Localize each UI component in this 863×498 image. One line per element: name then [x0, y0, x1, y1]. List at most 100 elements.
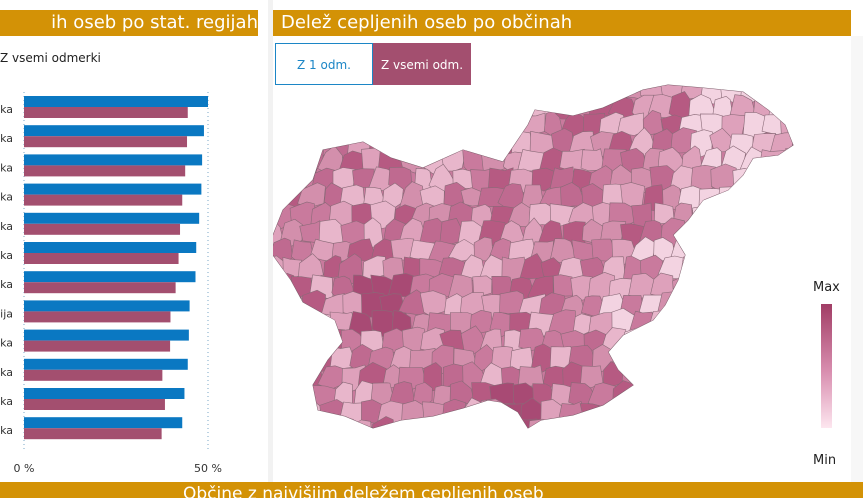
municipality-region[interactable] — [668, 348, 694, 373]
municipality-region[interactable] — [409, 416, 433, 442]
municipality-region[interactable] — [770, 382, 799, 408]
municipality-region[interactable] — [689, 350, 717, 371]
municipality-region[interactable] — [438, 437, 467, 451]
municipality-region[interactable] — [791, 238, 803, 265]
municipality-region[interactable] — [418, 113, 444, 138]
municipality-region[interactable] — [730, 274, 759, 299]
municipality-region[interactable] — [671, 417, 697, 441]
municipality-region[interactable] — [642, 440, 668, 450]
municipality-region[interactable] — [287, 418, 319, 444]
municipality-region[interactable] — [707, 346, 736, 372]
municipality-region[interactable] — [273, 185, 285, 209]
municipality-region[interactable] — [752, 165, 776, 193]
municipality-region[interactable] — [429, 130, 456, 155]
municipality-region[interactable] — [419, 290, 448, 317]
municipality-region[interactable] — [480, 436, 506, 450]
municipality-region[interactable] — [277, 112, 309, 141]
municipality-region[interactable] — [781, 80, 803, 99]
municipality-region[interactable] — [622, 402, 647, 426]
municipality-region[interactable] — [733, 237, 757, 263]
municipality-region[interactable] — [273, 149, 287, 175]
first-dose-toggle-button[interactable]: Z 1 odm. — [275, 43, 373, 85]
municipality-region[interactable] — [287, 307, 317, 336]
municipality-region[interactable] — [768, 237, 796, 267]
municipality-region[interactable] — [639, 327, 667, 355]
municipality-region[interactable] — [751, 308, 773, 334]
bar-first-dose[interactable] — [24, 125, 204, 137]
municipality-region[interactable] — [777, 363, 803, 391]
municipality-region[interactable] — [720, 257, 746, 281]
municipality-region[interactable] — [661, 402, 687, 427]
municipality-region[interactable] — [578, 435, 604, 450]
bar-first-dose[interactable] — [24, 417, 183, 429]
municipality-region[interactable] — [283, 401, 309, 427]
municipality-region[interactable] — [361, 439, 385, 450]
bar-all-doses[interactable] — [24, 399, 165, 410]
municipality-region[interactable] — [799, 258, 803, 280]
municipality-region[interactable] — [469, 419, 495, 444]
municipality-region[interactable] — [319, 434, 344, 450]
municipality-region[interactable] — [778, 400, 803, 428]
municipality-region[interactable] — [321, 115, 346, 138]
municipality-region[interactable] — [273, 308, 298, 336]
bar-first-dose[interactable] — [24, 96, 208, 107]
municipality-region[interactable] — [768, 415, 793, 445]
bar-all-doses[interactable] — [24, 223, 181, 235]
municipality-region[interactable] — [527, 418, 556, 441]
municipality-region[interactable] — [273, 80, 283, 102]
municipality-region[interactable] — [363, 80, 383, 104]
municipality-region[interactable] — [710, 238, 737, 264]
municipality-region[interactable] — [727, 384, 757, 407]
municipality-region[interactable] — [552, 417, 576, 442]
municipality-region[interactable] — [680, 436, 708, 450]
municipality-region[interactable] — [589, 415, 617, 444]
municipality-region[interactable] — [701, 289, 726, 317]
municipality-region[interactable] — [707, 309, 735, 335]
municipality-region[interactable] — [713, 383, 737, 407]
municipality-region[interactable] — [542, 436, 567, 450]
municipality-region[interactable] — [721, 220, 747, 247]
municipality-region[interactable] — [778, 256, 803, 282]
municipality-region[interactable] — [380, 438, 408, 450]
municipality-region[interactable] — [761, 435, 784, 450]
municipality-region[interactable] — [679, 361, 705, 388]
municipality-region[interactable] — [424, 438, 445, 450]
bar-first-dose[interactable] — [24, 300, 190, 312]
municipality-region[interactable] — [281, 328, 306, 353]
municipality-region[interactable] — [279, 150, 304, 173]
municipality-region[interactable] — [560, 439, 584, 450]
municipality-region[interactable] — [362, 112, 389, 137]
municipality-region[interactable] — [273, 398, 289, 424]
bar-first-dose[interactable] — [24, 154, 203, 166]
municipality-region[interactable] — [580, 148, 606, 172]
municipality-region[interactable] — [692, 384, 718, 406]
municipality-region[interactable] — [579, 403, 605, 428]
municipality-region[interactable] — [273, 131, 295, 159]
municipality-region[interactable] — [759, 185, 784, 213]
municipality-region[interactable] — [298, 114, 327, 140]
municipality-region[interactable] — [499, 110, 526, 138]
scrollbar-track[interactable] — [851, 36, 863, 482]
municipality-region[interactable] — [610, 418, 639, 445]
municipality-region[interactable] — [480, 398, 505, 426]
municipality-region[interactable] — [370, 92, 396, 117]
municipality-region[interactable] — [711, 273, 738, 301]
municipality-region[interactable] — [717, 328, 747, 355]
municipality-region[interactable] — [753, 238, 778, 266]
municipality-region[interactable] — [720, 402, 747, 428]
municipality-region[interactable] — [769, 313, 795, 335]
municipality-region[interactable] — [319, 80, 349, 103]
municipality-region[interactable] — [603, 435, 628, 450]
municipality-region[interactable] — [351, 419, 373, 443]
municipality-region[interactable] — [800, 293, 803, 314]
municipality-region[interactable] — [430, 91, 453, 120]
municipality-region[interactable] — [401, 80, 428, 102]
municipality-region[interactable] — [761, 293, 788, 317]
municipality-region[interactable] — [792, 131, 803, 155]
municipality-region[interactable] — [759, 400, 787, 426]
municipality-region[interactable] — [783, 435, 803, 450]
bar-all-doses[interactable] — [24, 165, 186, 177]
municipality-region[interactable] — [743, 400, 767, 427]
municipality-region[interactable] — [692, 272, 715, 300]
municipality-region[interactable] — [288, 96, 318, 122]
